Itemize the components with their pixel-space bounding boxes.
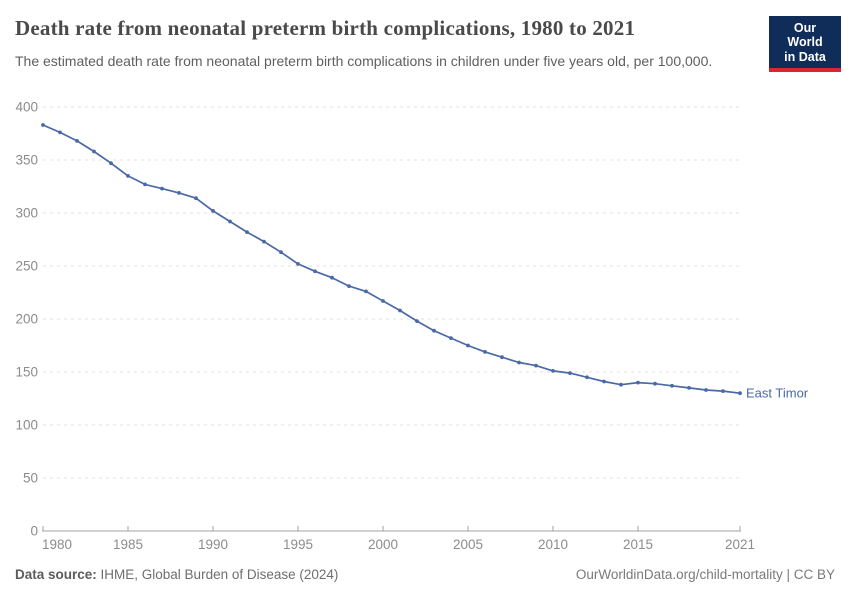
y-axis-tick-label: 150 [15,365,38,380]
x-axis-tick-label: 1985 [113,537,143,552]
license-badge: | CC BY [782,567,835,582]
data-point[interactable] [466,343,470,348]
data-point[interactable] [619,382,623,387]
data-point[interactable] [364,289,368,294]
x-axis-tick-label: 1980 [42,537,72,552]
data-point[interactable] [160,186,164,191]
y-axis-tick-label: 400 [15,100,38,115]
data-point[interactable] [330,275,334,280]
owid-logo-line2: in Data [784,49,826,64]
data-point[interactable] [568,371,572,375]
data-point[interactable] [109,161,113,166]
data-source: Data source: IHME, Global Burden of Dise… [15,567,338,582]
data-point[interactable] [245,230,249,235]
data-point[interactable] [75,139,79,143]
data-point[interactable] [602,379,606,384]
data-point[interactable] [296,262,300,266]
data-point[interactable] [143,182,147,187]
data-point[interactable] [92,149,96,154]
series-line[interactable] [42,124,741,395]
y-axis-tick-label: 350 [15,153,38,168]
data-point[interactable] [483,350,487,354]
data-point[interactable] [449,336,453,340]
footer-right: OurWorldinData.org/child-mortality | CC … [576,567,835,582]
data-point[interactable] [704,388,708,392]
data-point[interactable] [41,123,45,127]
data-source-value: IHME, Global Burden of Disease (2024) [96,567,339,582]
data-point[interactable] [177,191,181,195]
chart-footer: Data source: IHME, Global Burden of Dise… [15,567,835,582]
data-source-label: Data source: [15,567,97,582]
y-axis-tick-label: 50 [23,471,38,486]
owid-logo-line1: Our World [787,21,823,50]
data-point[interactable] [228,219,232,224]
y-axis-tick-label: 100 [15,418,38,433]
data-point[interactable] [126,174,130,178]
data-point[interactable] [279,250,283,255]
data-point[interactable] [687,386,691,390]
x-axis-tick-label: 1990 [198,537,228,552]
chart-url-link[interactable]: OurWorldinData.org/child-mortality [575,567,783,582]
chart-canvas: 0 50 100 150 200 250 300 350 400 1980 1985 1990 1995… [15,100,809,553]
y-axis-tick-label: 300 [15,206,38,221]
data-point[interactable] [211,209,215,213]
data-point[interactable] [670,383,674,388]
y-axis-tick-label: 0 [30,524,38,539]
data-point[interactable] [517,360,521,365]
chart-subtitle: The estimated death rate from neonatal p… [15,53,713,69]
data-point[interactable] [194,196,198,201]
data-point[interactable] [636,380,640,385]
x-axis-tick-label: 2010 [538,537,568,552]
y-axis-tick-label: 250 [15,259,38,274]
data-point[interactable] [313,269,317,274]
data-point[interactable] [415,319,419,323]
data-point[interactable] [432,328,436,333]
data-point[interactable] [58,130,62,135]
data-point[interactable] [653,381,657,386]
x-axis-tick-label: 2021 [725,537,755,552]
x-axis-tick-label: 2000 [368,537,398,552]
y-axis-tick-label: 200 [15,312,38,327]
data-point[interactable] [500,355,504,360]
x-axis-tick-label: 1995 [283,537,313,552]
data-point[interactable] [721,389,725,393]
x-axis-tick-label: 2005 [453,537,483,552]
x-axis-tick-label: 2015 [623,537,653,552]
data-point[interactable] [381,299,385,303]
data-point[interactable] [262,239,266,244]
data-point[interactable] [398,308,402,313]
data-point[interactable] [347,284,351,288]
chart-title: Death rate from neonatal preterm birth c… [15,16,636,40]
entity-label: East Timor [746,386,809,401]
data-point[interactable] [551,369,555,373]
data-point[interactable] [585,375,589,380]
owid-logo[interactable]: Our World in Data [769,16,841,73]
data-point[interactable] [534,363,538,368]
data-point[interactable] [738,391,742,396]
